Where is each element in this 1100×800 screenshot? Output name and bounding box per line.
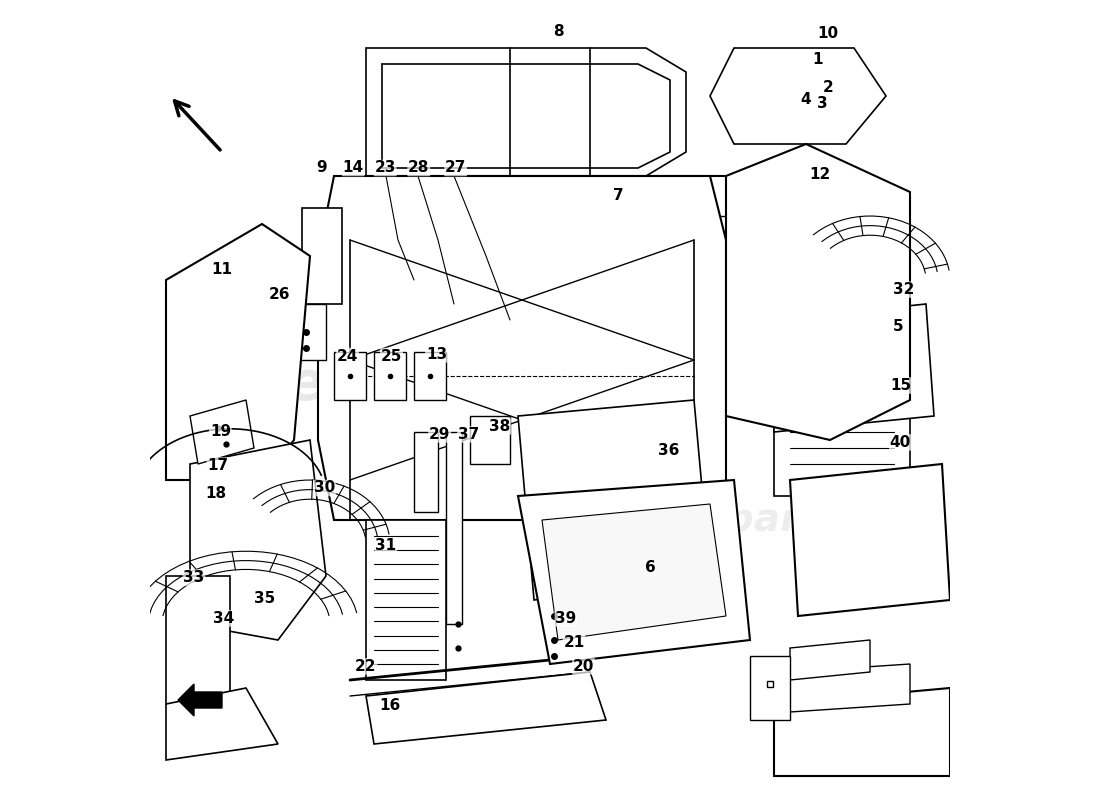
Polygon shape — [470, 416, 510, 464]
Polygon shape — [414, 432, 438, 512]
Text: 26: 26 — [268, 287, 290, 302]
Polygon shape — [334, 352, 366, 400]
Text: 20: 20 — [573, 659, 594, 674]
Polygon shape — [374, 352, 406, 400]
Text: 16: 16 — [379, 698, 400, 713]
Text: 18: 18 — [205, 486, 227, 501]
Polygon shape — [190, 400, 254, 464]
Polygon shape — [166, 224, 310, 480]
Polygon shape — [414, 352, 446, 400]
Polygon shape — [790, 328, 910, 408]
Text: 40: 40 — [890, 435, 911, 450]
Text: 6: 6 — [645, 561, 656, 575]
Text: 34: 34 — [213, 611, 234, 626]
Text: 4: 4 — [801, 93, 812, 107]
Text: 9: 9 — [316, 161, 327, 175]
Text: 29: 29 — [429, 427, 450, 442]
Polygon shape — [366, 48, 686, 176]
Text: 5: 5 — [893, 319, 903, 334]
Text: 33: 33 — [184, 570, 205, 585]
Text: eurospares: eurospares — [603, 501, 849, 539]
Polygon shape — [166, 688, 278, 760]
Polygon shape — [190, 440, 326, 640]
Text: 37: 37 — [458, 427, 478, 442]
Polygon shape — [366, 672, 606, 744]
Text: 31: 31 — [375, 538, 397, 553]
Text: 10: 10 — [817, 26, 838, 41]
Text: 24: 24 — [337, 349, 359, 363]
Text: 25: 25 — [381, 349, 403, 363]
Text: 22: 22 — [355, 659, 376, 674]
Text: 39: 39 — [556, 611, 576, 626]
Polygon shape — [710, 48, 886, 144]
Text: 19: 19 — [210, 425, 231, 439]
Text: 7: 7 — [613, 189, 624, 203]
Text: eurospares: eurospares — [287, 358, 620, 410]
Polygon shape — [542, 504, 726, 640]
Text: 38: 38 — [490, 419, 510, 434]
Text: 36: 36 — [658, 443, 679, 458]
Polygon shape — [726, 144, 910, 440]
Text: 23: 23 — [374, 161, 396, 175]
Polygon shape — [446, 432, 462, 624]
Text: 14: 14 — [342, 161, 364, 175]
Text: 28: 28 — [408, 161, 429, 175]
Polygon shape — [790, 640, 870, 680]
Text: 2: 2 — [823, 81, 834, 95]
Polygon shape — [774, 304, 934, 432]
Polygon shape — [178, 684, 222, 716]
Polygon shape — [318, 176, 726, 520]
Polygon shape — [518, 400, 710, 600]
Polygon shape — [750, 656, 790, 720]
Polygon shape — [166, 576, 230, 704]
Text: 11: 11 — [211, 262, 232, 277]
Text: 35: 35 — [254, 591, 275, 606]
Polygon shape — [518, 480, 750, 664]
Text: 1: 1 — [813, 53, 823, 67]
Polygon shape — [302, 208, 342, 304]
Text: 27: 27 — [444, 161, 466, 175]
Text: 30: 30 — [314, 481, 336, 495]
Text: 21: 21 — [563, 635, 584, 650]
Polygon shape — [774, 688, 950, 776]
Text: 8: 8 — [552, 25, 563, 39]
Polygon shape — [278, 304, 326, 360]
Text: 12: 12 — [810, 167, 830, 182]
Polygon shape — [790, 464, 950, 616]
Polygon shape — [790, 664, 910, 712]
Polygon shape — [774, 400, 910, 496]
Text: 32: 32 — [893, 282, 914, 297]
Text: 15: 15 — [890, 378, 911, 393]
Text: 17: 17 — [208, 458, 229, 473]
Text: 13: 13 — [426, 347, 447, 362]
Text: 3: 3 — [816, 97, 827, 111]
Polygon shape — [366, 520, 446, 680]
